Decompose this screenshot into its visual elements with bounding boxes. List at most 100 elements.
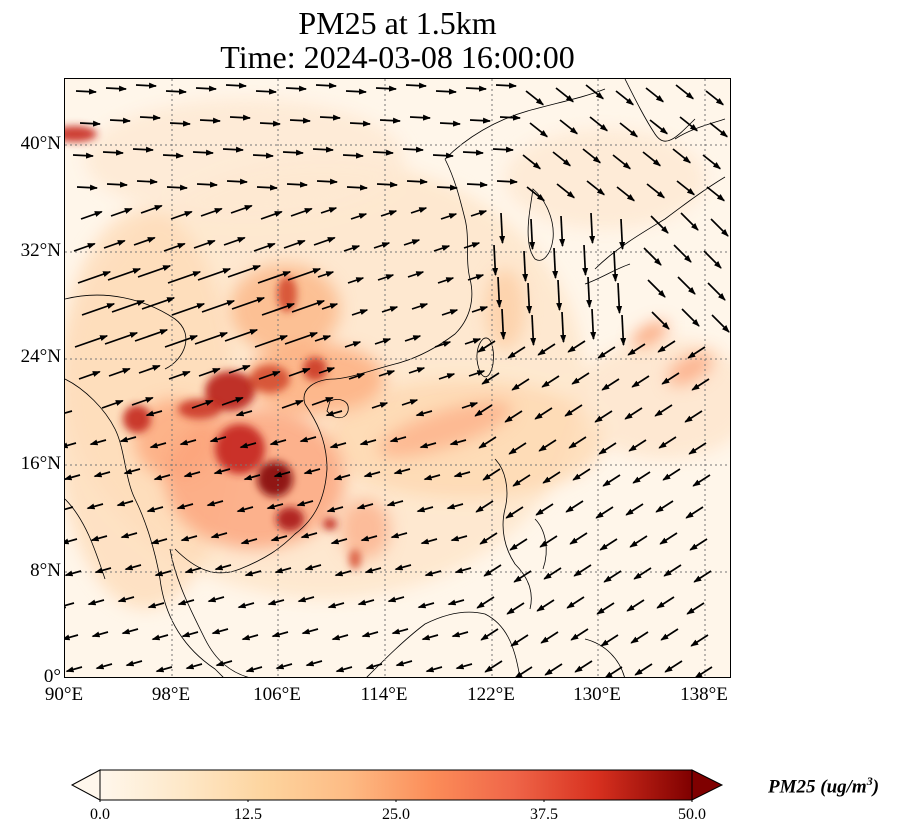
wind-arrow — [476, 596, 495, 609]
wind-arrow — [291, 299, 326, 313]
wind-arrow — [462, 149, 484, 156]
map-panel — [64, 78, 731, 678]
wind-arrow — [241, 634, 259, 641]
wind-arrow — [424, 570, 442, 577]
wind-arrow — [439, 120, 461, 127]
wind-arrow — [451, 631, 469, 638]
wind-arrow — [361, 631, 379, 638]
wind-arrow — [93, 471, 111, 478]
wind-arrow — [256, 184, 278, 191]
wind-arrow — [393, 468, 411, 475]
wind-arrow — [103, 239, 126, 249]
wind-arrow — [153, 474, 171, 481]
wind-arrow — [677, 276, 696, 295]
wind-arrow — [643, 247, 662, 266]
lon-tick-label: 114°E — [360, 684, 408, 705]
wind-arrow — [705, 90, 724, 106]
wind-arrow — [629, 535, 648, 548]
wind-arrow — [81, 302, 116, 316]
wind-arrow — [239, 442, 257, 449]
wind-arrow — [688, 442, 707, 455]
wind-arrow — [404, 335, 422, 342]
wind-arrow — [449, 439, 467, 446]
wind-arrow — [149, 442, 167, 449]
wind-arrow — [260, 210, 283, 220]
wind-arrow — [599, 538, 618, 551]
wind-arrow — [676, 180, 695, 196]
wind-arrow — [395, 660, 413, 667]
wind-arrow — [123, 468, 141, 475]
wind-arrow — [365, 663, 383, 670]
wind-arrow — [407, 271, 425, 278]
wind-arrow — [616, 186, 635, 202]
wind-arrow — [275, 663, 293, 670]
wind-arrow — [289, 117, 311, 124]
wind-arrow — [711, 314, 730, 333]
wind-arrow — [582, 244, 589, 276]
wind-arrow — [574, 660, 593, 673]
wind-arrow — [619, 218, 626, 250]
wind-arrow — [254, 334, 289, 348]
wind-arrow — [145, 410, 163, 417]
wind-arrow — [206, 500, 224, 507]
wind-arrow — [110, 207, 133, 217]
wind-arrow — [267, 599, 285, 606]
wind-arrow — [675, 84, 694, 100]
wind-arrow — [565, 500, 584, 513]
wind-arrow — [612, 154, 631, 170]
wind-arrow — [463, 242, 481, 249]
wind-arrow — [192, 149, 214, 156]
wind-arrow — [480, 628, 499, 641]
wind-arrow — [106, 181, 128, 188]
map-subtitle-time: Time: 2024-03-08 16:00:00 — [220, 39, 575, 75]
wind-arrow — [537, 343, 556, 356]
wind-arrow — [86, 503, 104, 510]
wind-arrow — [90, 535, 108, 542]
wind-arrow — [391, 628, 409, 635]
wind-arrow — [223, 236, 246, 246]
wind-arrow — [345, 88, 367, 95]
wind-arrow — [108, 367, 131, 377]
wind-arrow — [481, 372, 500, 385]
wind-arrow — [183, 471, 201, 478]
colorbar — [70, 769, 724, 802]
wind-arrow — [116, 500, 134, 507]
wind-arrow — [180, 535, 198, 542]
wind-arrow — [226, 178, 248, 185]
wind-arrow — [325, 410, 343, 417]
wind-arrow — [133, 236, 156, 246]
wind-arrow — [193, 239, 216, 249]
wind-arrow — [195, 85, 217, 92]
wind-arrow — [536, 599, 555, 612]
wind-arrow — [603, 570, 622, 583]
wind-arrow — [505, 506, 524, 519]
wind-arrow — [509, 538, 528, 551]
lat-tick-label: 16°N — [20, 453, 61, 474]
wind-arrow — [261, 302, 296, 316]
wind-arrow — [468, 370, 486, 377]
wind-arrow — [335, 666, 353, 673]
wind-arrow — [78, 370, 101, 380]
colorbar-extend-min — [70, 769, 101, 801]
wind-arrow — [511, 378, 530, 391]
wind-arrow — [197, 267, 232, 281]
wind-arrow — [137, 264, 172, 278]
wind-arrow — [65, 506, 74, 513]
wind-arrow — [229, 114, 251, 121]
wind-arrow — [645, 87, 664, 103]
wind-arrow — [525, 90, 544, 106]
wind-arrow — [231, 296, 266, 310]
wind-arrow — [235, 410, 253, 417]
wind-arrow — [474, 404, 493, 417]
wind-arrow — [386, 500, 404, 507]
wind-arrow — [570, 628, 589, 641]
lat-tick-label: 8°N — [30, 560, 61, 581]
wind-arrow — [162, 152, 184, 159]
wind-arrow — [222, 146, 244, 153]
wind-arrow — [141, 296, 176, 310]
wind-arrow — [132, 146, 154, 153]
colorbar-gradient — [99, 769, 693, 801]
wind-arrow — [411, 303, 429, 310]
wind-arrow — [654, 404, 673, 417]
colorbar-tick-label: 12.5 — [234, 806, 262, 823]
